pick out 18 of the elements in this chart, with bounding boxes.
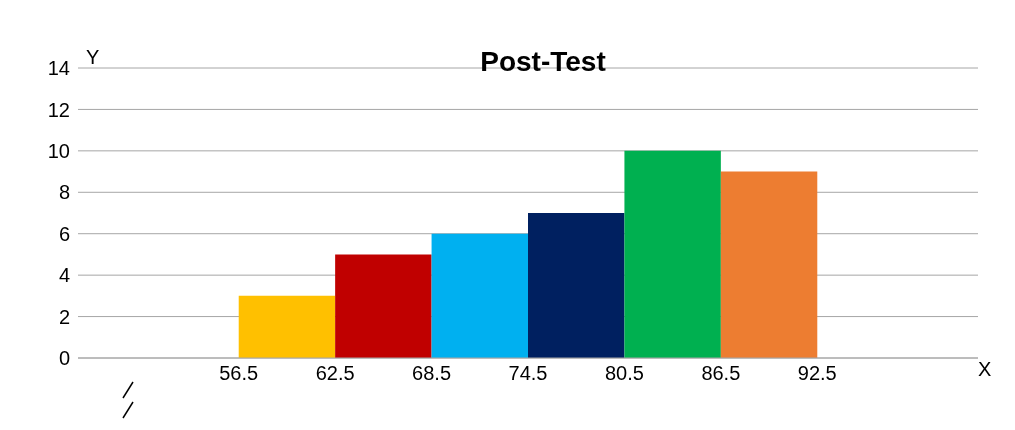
x-tick-label: 80.5 <box>604 362 644 385</box>
x-tick-label: 86.5 <box>701 362 741 385</box>
x-tick-label: 92.5 <box>797 362 837 385</box>
chart-title: Post-Test <box>480 46 606 77</box>
y-tick-label: 4 <box>58 264 70 287</box>
x-axis-title: X <box>978 358 992 381</box>
x-tick-label: 56.5 <box>219 362 259 385</box>
y-axis-title: Y <box>86 46 100 69</box>
x-tick-label: 74.5 <box>508 362 548 385</box>
y-tick-label: 6 <box>58 222 70 245</box>
y-tick-label: 10 <box>47 139 70 162</box>
y-tick-label: 0 <box>58 347 70 370</box>
y-tick-label: 2 <box>58 305 70 328</box>
y-tick-label: 12 <box>47 98 70 121</box>
x-tick-label: 62.5 <box>315 362 355 385</box>
x-tick-label: 68.5 <box>412 362 452 385</box>
y-tick-label: 14 <box>47 57 70 80</box>
y-tick-label: 8 <box>58 181 70 204</box>
